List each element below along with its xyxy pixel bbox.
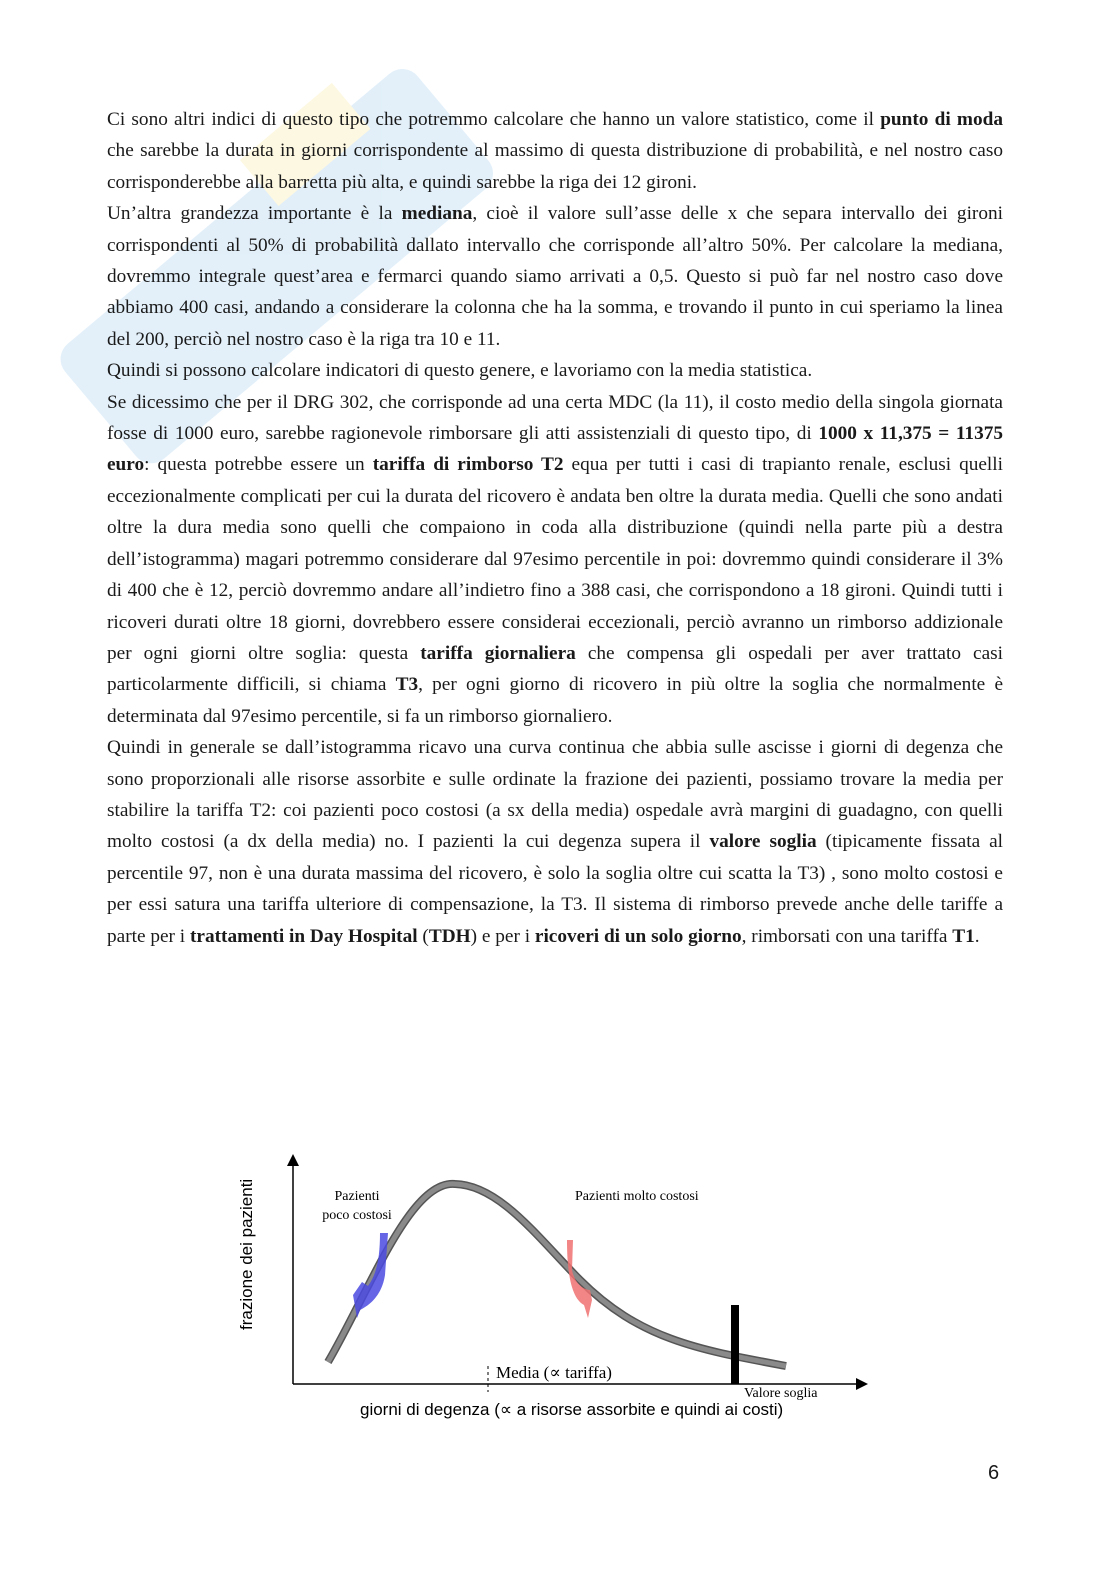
text-run: Quindi in generale se dall’istogramma ri… (107, 737, 1003, 853)
text-run: Quindi si possono calcolare indicatori d… (107, 360, 813, 382)
distribution-curve (324, 1179, 787, 1370)
text-run: , rimborsati con una tariffa (741, 925, 953, 947)
low-cost-label-2: poco costosi (322, 1208, 392, 1223)
bold-term: TDH (428, 925, 471, 947)
page-number: 6 (988, 1462, 1000, 1484)
text-run: che compensa gli ospedali per aver tratt… (107, 642, 1004, 696)
paragraph: Se dicessimo che per il DRG 302, che cor… (107, 387, 1003, 732)
text-run: , cioè il valore sull’asse delle x che s… (107, 203, 1003, 350)
bold-term: T3 (395, 674, 419, 696)
text-run: . (974, 925, 980, 947)
paragraph: Quindi in generale se dall’istogramma ri… (107, 732, 1003, 952)
bold-term: ricoveri di un solo giorno (534, 925, 742, 947)
y-axis-label: frazione dei pazienti (237, 1179, 256, 1330)
body-text: Ci sono altri indici di questo tipo che … (107, 104, 1003, 952)
threshold-bar (731, 1305, 739, 1384)
bold-term: mediana (401, 203, 473, 225)
bold-term: trattamenti in Day Hospital (189, 925, 418, 947)
text-run: Se dicessimo che per il DRG 302, che cor… (107, 391, 1003, 445)
text-run: Ci sono altri indici di questo tipo che … (107, 109, 881, 130)
distribution-curve-fill (325, 1181, 787, 1369)
high-cost-arrow-icon (567, 1240, 592, 1318)
text-run: , per ogni giorno di ricovero in più olt… (107, 674, 1003, 727)
text-run: ( (417, 925, 429, 947)
low-cost-arrow-icon (353, 1233, 388, 1318)
text-run: ) e per i (470, 925, 535, 947)
text-run: (tipicamente fissata al percentile 97, n… (107, 831, 1003, 947)
bold-term: T1 (952, 925, 975, 947)
paragraph: Un’altra grandezza importante è la media… (107, 198, 1003, 355)
high-cost-label: Pazienti molto costosi (575, 1189, 699, 1204)
text-run: equa per tutti i casi di trapianto renal… (107, 454, 1004, 664)
bold-term: punto di moda (880, 109, 1003, 130)
text-run: : questa potrebbe essere un (144, 454, 373, 476)
bold-term: 1000 x 11,375 = 11375 euro (107, 423, 1003, 476)
low-cost-label: Pazienti (334, 1189, 379, 1204)
threshold-label: Valore soglia (744, 1386, 818, 1401)
mean-label: Media (∝ tariffa) (496, 1363, 612, 1382)
bold-term: tariffa giornaliera (420, 642, 576, 664)
text-run: Un’altra grandezza importante è la (107, 203, 402, 225)
bold-term: valore soglia (709, 831, 817, 853)
paragraph: Quindi si possono calcolare indicatori d… (107, 355, 1003, 386)
x-axis-label: giorni di degenza (∝ a risorse assorbite… (360, 1400, 783, 1419)
bold-term: tariffa di rimborso T2 (372, 454, 564, 476)
text-run: che sarebbe la durata in giorni corrispo… (107, 140, 1003, 193)
paragraph: Ci sono altri indici di questo tipo che … (107, 104, 1003, 198)
